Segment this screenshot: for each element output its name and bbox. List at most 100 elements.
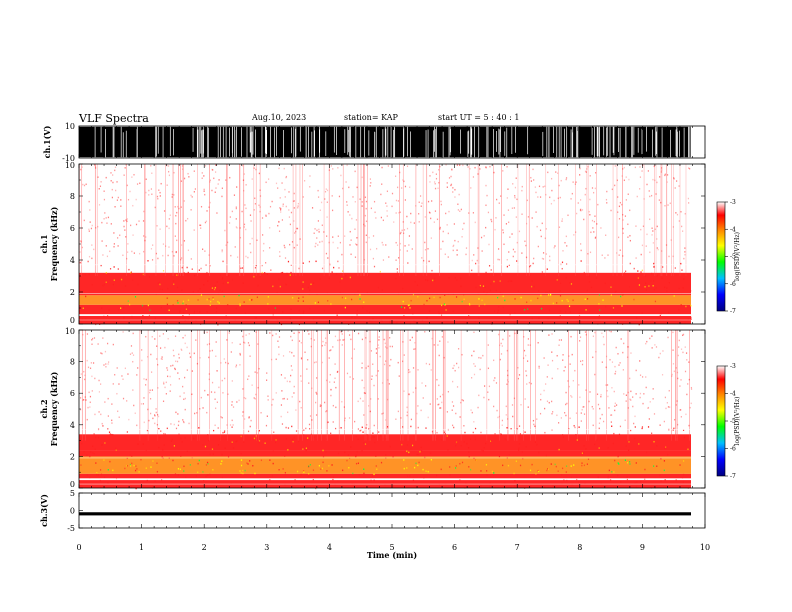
ch2-spectrogram-speckle: [558, 448, 560, 451]
ch1-spectrogram-speckle: [372, 235, 375, 237]
ch2-spectrogram-speckle: [384, 342, 386, 345]
ch2-spectrogram-speckle: [293, 385, 295, 388]
ch2-spectrogram-speckle: [295, 409, 297, 411]
ch1-spectrogram-speckle: [610, 286, 612, 288]
ch2-spectrogram-speckle: [298, 340, 301, 342]
ch1-spectrogram-speckle: [198, 269, 200, 271]
ch2-spectrogram-speckle: [150, 371, 153, 373]
ch1-spectrogram-speckle: [509, 236, 511, 238]
ch2-spectrogram-speckle: [461, 353, 463, 356]
ch2-spectrogram-speckle: [159, 335, 161, 337]
ch1-spectrogram-speckle: [478, 317, 480, 319]
ch1-spectrogram-speckle: [227, 304, 229, 306]
ch2-spectrogram-speckle: [547, 364, 549, 366]
ch2-spectrogram-speckle: [240, 459, 243, 461]
ch1-spectrogram-speckle: [328, 277, 330, 280]
ch2-spectrogram-speckle: [372, 432, 374, 434]
ch1-spectrogram-speckle: [690, 290, 692, 292]
ch1-spectrogram-speckle: [517, 290, 520, 292]
ch2-spectrogram-speckle: [116, 392, 118, 395]
ch2-spectrogram-speckle: [645, 451, 648, 454]
ch1-spectrogram-speckle: [181, 257, 183, 259]
ch2-spectrogram-speckle: [639, 480, 642, 483]
ch1-spectrogram-speckle: [627, 193, 629, 195]
ch2-spectrogram-speckle: [486, 470, 488, 472]
ch2-spectrogram-speckle: [258, 441, 260, 444]
ch1-spectrogram-speckle: [171, 196, 173, 198]
ch1-spectrogram-speckle: [423, 259, 425, 262]
ch2-spectrogram-speckle: [556, 414, 558, 417]
ch1-spectrogram-speckle: [109, 268, 112, 270]
ch1-spectrogram-speckle: [618, 254, 620, 256]
ch2-spectrogram-speckle: [373, 424, 375, 427]
ch2-spectrogram-speckle: [570, 335, 572, 338]
ch1-spectrogram-speckle: [244, 204, 246, 206]
ch1-spectrogram-speckle: [326, 189, 329, 192]
ch2-spectrogram-speckle: [97, 436, 100, 439]
ch2-spectrogram-speckle: [461, 461, 464, 464]
ch2-spectrogram-speckle: [619, 362, 621, 364]
ch1-spectrogram-speckle: [688, 202, 690, 204]
ch2-spectrogram-speckle: [246, 462, 248, 464]
ch1-spectrogram-speckle: [527, 216, 530, 218]
ch1-spectrogram-speckle: [395, 241, 397, 244]
ch1-spectrogram-speckle: [446, 186, 448, 188]
ch1-spectrogram-speckle: [483, 291, 485, 293]
ch2-spectrogram-speckle: [583, 464, 586, 467]
ch2-spectrogram-speckle: [281, 423, 284, 425]
ch2-spectrogram-speckle: [635, 486, 637, 488]
ch1-spectrogram-speckle: [402, 179, 404, 181]
ch2-spectrogram-speckle: [131, 352, 133, 354]
ch2-spectrogram-speckle: [682, 481, 684, 483]
ch2-spectrogram-speckle: [299, 400, 301, 403]
ch2-spectrogram-speckle: [202, 407, 204, 409]
ch2-spectrogram-speckle: [471, 377, 473, 379]
ch2-spectrogram-speckle: [689, 406, 691, 409]
ch2-spectrogram-speckle: [488, 385, 491, 388]
ch2-spectrogram-speckle: [480, 431, 482, 434]
ch1-spectrogram-speckle: [293, 220, 295, 222]
ch1-spectrogram-speckle: [397, 200, 399, 202]
ch1-spectrogram-speckle: [502, 295, 504, 298]
ch1-spectrogram-speckle: [427, 200, 430, 203]
ch1-spectrogram-speckle: [459, 210, 461, 213]
ch2-spectrogram-speckle: [118, 474, 120, 477]
ch1-spectrogram-speckle: [281, 271, 284, 274]
ch2-spectrogram-speckle: [611, 387, 613, 389]
ch2-spectrogram-speckle: [468, 466, 470, 468]
ch2-spectrogram-speckle: [409, 339, 411, 341]
ch2-spectrogram-speckle: [89, 401, 91, 404]
ch1-spectrogram-speckle: [211, 189, 213, 192]
ch2-spectrogram-speckle: [271, 475, 274, 477]
ch2-spectrogram-speckle: [456, 362, 458, 365]
ch1-spectrogram-speckle: [502, 231, 504, 234]
ch2-spectrogram-speckle: [239, 343, 241, 346]
ch1-spectrogram-speckle: [293, 246, 295, 249]
ch1-spectrogram-speckle: [245, 184, 247, 186]
ch2-spectrogram-speckle: [468, 451, 470, 453]
ch2-spectrogram-speckle: [266, 372, 268, 374]
ch2-spectrogram-speckle: [614, 405, 616, 408]
ch2-spectrogram-speckle: [617, 462, 619, 464]
ch1-spectrogram-speckle: [159, 191, 161, 194]
ch2-spectrogram-speckle: [610, 421, 612, 423]
ch2-spectrogram-speckle: [570, 465, 572, 467]
ch2-spectrogram-speckle: [145, 335, 147, 338]
ch1-spectrogram-speckle: [559, 290, 561, 292]
ch1-spectrogram-speckle: [539, 196, 542, 198]
ch1-spectrogram-speckle: [241, 267, 244, 269]
ch2-spectrogram-speckle: [219, 438, 221, 440]
ch1-spectrogram-speckle: [267, 296, 269, 298]
ch1-spectrogram-speckle: [120, 307, 122, 309]
ch1-spectrogram-speckle: [622, 293, 625, 295]
ch2-spectrogram-speckle: [240, 482, 242, 485]
ch1-spectrogram-speckle: [644, 286, 646, 288]
ch1-ylabel: ch.1(V): [42, 125, 52, 158]
ch1-spectrogram-speckle: [261, 264, 263, 267]
ch1-spectrogram-speckle: [666, 174, 669, 176]
colorbar-1-tick-label: -4: [730, 226, 736, 233]
ch2-spectrogram-speckle: [473, 350, 475, 353]
ch2-spectrogram-speckle: [131, 462, 133, 465]
ch1-spectrogram-speckle: [166, 297, 168, 299]
ch1-spectrogram-speckle: [88, 255, 91, 258]
